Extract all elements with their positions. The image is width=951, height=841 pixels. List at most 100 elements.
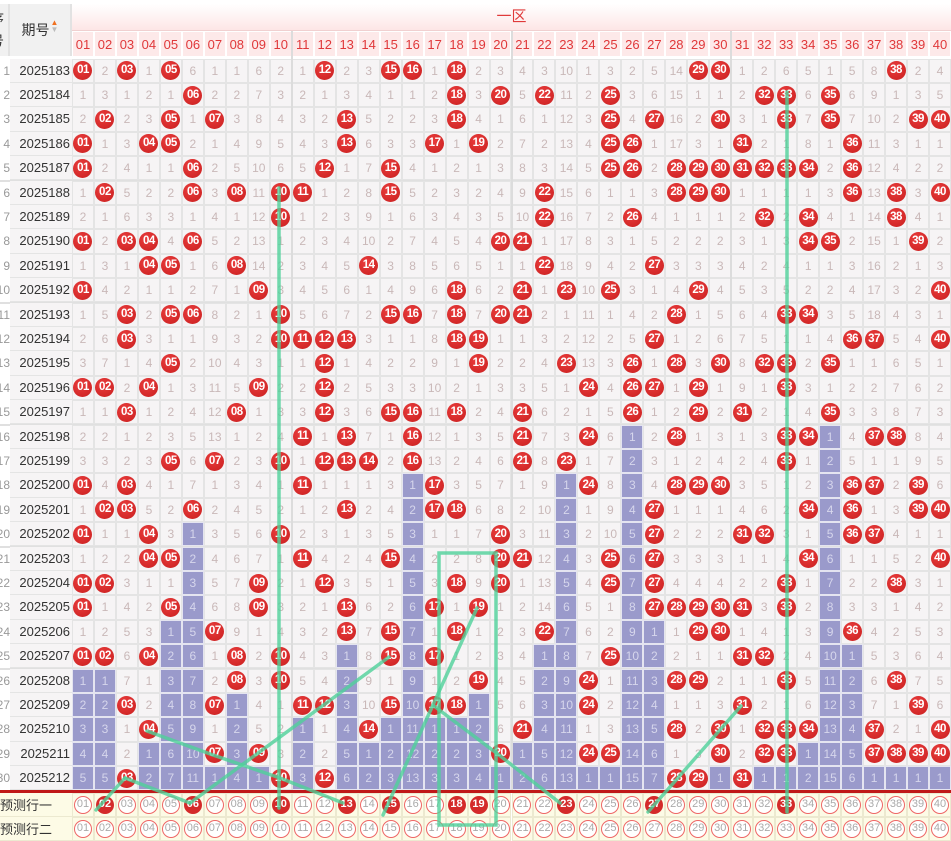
prediction-cell[interactable]: 32 [753, 793, 776, 817]
prediction-ball[interactable]: 13 [337, 796, 356, 814]
prediction-cell[interactable]: 23 [555, 817, 578, 841]
prediction-cell[interactable]: 19 [467, 793, 490, 817]
prediction-cell[interactable]: 22 [533, 793, 556, 817]
prediction-cell[interactable]: 37 [863, 817, 886, 841]
prediction-cell[interactable]: 34 [797, 817, 820, 841]
column-header-01[interactable]: 01 [72, 31, 94, 57]
prediction-ball[interactable]: 24 [579, 796, 598, 814]
prediction-cell[interactable]: 36 [841, 793, 864, 817]
prediction-cell[interactable]: 03 [115, 817, 138, 841]
prediction-cell[interactable]: 24 [577, 817, 600, 841]
prediction-ball[interactable]: 34 [799, 796, 818, 814]
column-header-04[interactable]: 04 [137, 31, 160, 57]
prediction-cell[interactable]: 26 [621, 817, 644, 841]
prediction-cell[interactable]: 35 [819, 793, 842, 817]
prediction-cell[interactable]: 11 [291, 817, 314, 841]
prediction-ball[interactable]: 01 [73, 796, 92, 814]
column-header-21[interactable]: 21 [511, 31, 534, 57]
prediction-ball[interactable]: 13 [337, 820, 356, 838]
column-header-35[interactable]: 35 [819, 31, 842, 57]
prediction-cell[interactable]: 16 [401, 793, 424, 817]
prediction-ball[interactable]: 26 [623, 796, 642, 814]
column-header-29[interactable]: 29 [687, 31, 710, 57]
prediction-ball[interactable]: 31 [733, 820, 752, 838]
prediction-cell[interactable]: 40 [929, 817, 951, 841]
column-header-27[interactable]: 27 [643, 31, 666, 57]
prediction-cell[interactable]: 15 [379, 793, 402, 817]
prediction-cell[interactable]: 20 [489, 793, 512, 817]
prediction-ball[interactable]: 18 [447, 820, 466, 838]
prediction-cell[interactable]: 39 [907, 793, 930, 817]
prediction-cell[interactable]: 12 [313, 817, 336, 841]
column-header-28[interactable]: 28 [665, 31, 688, 57]
prediction-cell[interactable]: 13 [335, 817, 358, 841]
prediction-cell[interactable]: 08 [225, 793, 248, 817]
prediction-ball[interactable]: 03 [117, 796, 136, 814]
prediction-cell[interactable]: 04 [137, 793, 160, 817]
prediction-cell[interactable]: 23 [555, 793, 578, 817]
prediction-ball[interactable]: 09 [249, 820, 268, 838]
prediction-ball[interactable]: 24 [579, 820, 598, 838]
column-header-12[interactable]: 12 [313, 31, 336, 57]
column-header-03[interactable]: 03 [115, 31, 138, 57]
prediction-cell[interactable]: 14 [357, 817, 380, 841]
prediction-cell[interactable]: 08 [225, 817, 248, 841]
prediction-ball[interactable]: 15 [381, 820, 400, 838]
prediction-ball[interactable]: 30 [711, 796, 730, 814]
prediction-cell[interactable]: 38 [885, 817, 908, 841]
prediction-cell[interactable]: 19 [467, 817, 490, 841]
prediction-ball[interactable]: 27 [645, 796, 664, 814]
prediction-cell[interactable]: 02 [93, 793, 116, 817]
column-header-18[interactable]: 18 [445, 31, 468, 57]
prediction-ball[interactable]: 16 [403, 820, 422, 838]
column-header-26[interactable]: 26 [621, 31, 644, 57]
prediction-ball[interactable]: 05 [161, 796, 180, 814]
prediction-ball[interactable]: 04 [139, 820, 158, 838]
prediction-ball[interactable]: 25 [601, 796, 620, 814]
prediction-ball[interactable]: 10 [271, 796, 290, 814]
prediction-ball[interactable]: 11 [293, 796, 312, 814]
column-header-39[interactable]: 39 [907, 31, 930, 57]
prediction-cell[interactable]: 07 [203, 817, 226, 841]
prediction-ball[interactable]: 25 [601, 820, 620, 838]
prediction-cell[interactable]: 24 [577, 793, 600, 817]
prediction-ball[interactable]: 28 [667, 796, 686, 814]
column-header-24[interactable]: 24 [577, 31, 600, 57]
prediction-ball[interactable]: 22 [535, 796, 554, 814]
prediction-cell[interactable]: 10 [269, 817, 292, 841]
prediction-ball[interactable]: 26 [623, 820, 642, 838]
column-header-20[interactable]: 20 [489, 31, 512, 57]
prediction-ball[interactable]: 10 [271, 820, 290, 838]
prediction-ball[interactable]: 03 [117, 820, 136, 838]
prediction-cell[interactable]: 05 [159, 817, 182, 841]
prediction-ball[interactable]: 29 [689, 796, 708, 814]
prediction-cell[interactable]: 26 [621, 793, 644, 817]
column-header-25[interactable]: 25 [599, 31, 622, 57]
prediction-ball[interactable]: 28 [667, 820, 686, 838]
column-header-23[interactable]: 23 [555, 31, 578, 57]
prediction-ball[interactable]: 39 [909, 820, 928, 838]
prediction-ball[interactable]: 38 [887, 820, 906, 838]
prediction-cell[interactable]: 31 [731, 793, 754, 817]
prediction-cell[interactable]: 09 [247, 793, 270, 817]
prediction-cell[interactable]: 01 [72, 793, 94, 817]
prediction-ball[interactable]: 29 [689, 820, 708, 838]
column-header-40[interactable]: 40 [929, 31, 951, 57]
prediction-cell[interactable]: 29 [687, 817, 710, 841]
column-header-37[interactable]: 37 [863, 31, 886, 57]
prediction-ball[interactable]: 02 [95, 820, 114, 838]
prediction-ball[interactable]: 08 [227, 820, 246, 838]
prediction-cell[interactable]: 06 [181, 817, 204, 841]
sort-icon[interactable]: ▲ ▼ [50, 18, 59, 34]
prediction-cell[interactable]: 15 [379, 817, 402, 841]
prediction-cell[interactable]: 20 [489, 817, 512, 841]
prediction-ball[interactable]: 19 [469, 820, 488, 838]
prediction-ball[interactable]: 07 [205, 820, 224, 838]
prediction-cell[interactable]: 33 [775, 817, 798, 841]
column-header-17[interactable]: 17 [423, 31, 446, 57]
prediction-ball[interactable]: 14 [359, 820, 378, 838]
prediction-cell[interactable]: 25 [599, 793, 622, 817]
prediction-ball[interactable]: 20 [491, 820, 510, 838]
prediction-cell[interactable]: 22 [533, 817, 556, 841]
prediction-cell[interactable]: 13 [335, 793, 358, 817]
